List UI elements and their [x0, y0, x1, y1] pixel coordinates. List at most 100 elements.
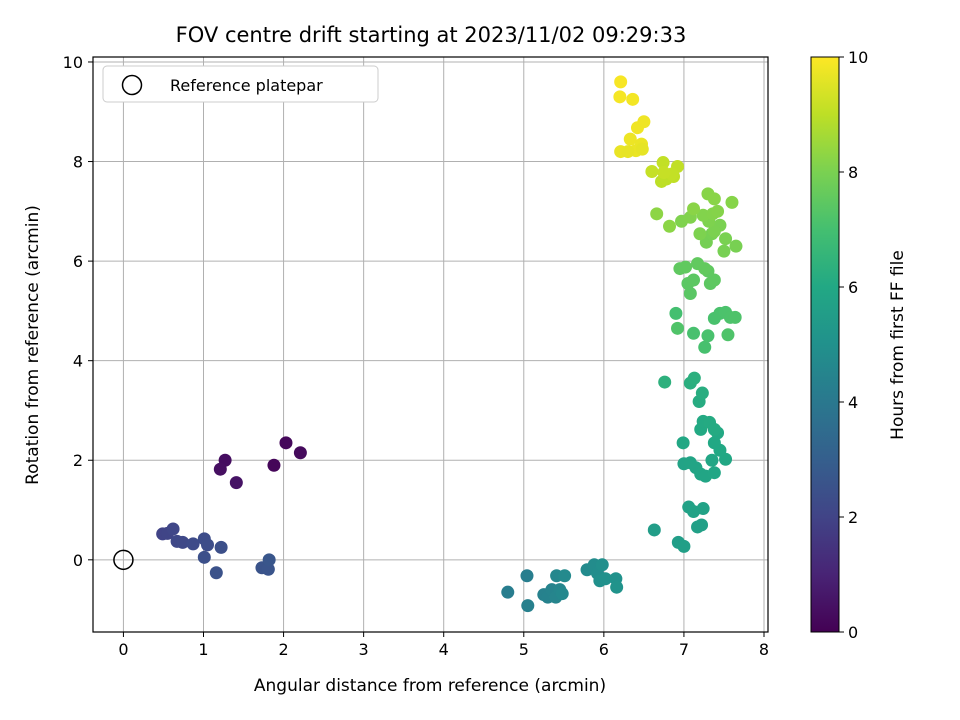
colorbar-tick-label: 4	[848, 393, 858, 412]
colorbar-tick-label: 10	[848, 48, 868, 67]
colorbar-label: Hours from first FF file	[888, 250, 908, 440]
data-point	[635, 142, 649, 156]
data-point	[521, 599, 535, 613]
data-point	[676, 436, 690, 450]
data-point	[687, 371, 701, 385]
reference-platepar-marker	[113, 549, 134, 571]
data-point	[683, 286, 697, 300]
data-point	[267, 458, 281, 472]
data-point	[598, 572, 612, 586]
data-point	[621, 145, 635, 159]
y-tick-label: 6	[73, 252, 83, 271]
x-axis-label: Angular distance from reference (arcmin)	[254, 676, 606, 696]
plot-area-frame	[92, 56, 769, 633]
y-tick-label: 2	[73, 451, 83, 470]
data-point	[176, 535, 190, 549]
data-point	[677, 539, 691, 553]
data-point	[707, 436, 721, 450]
data-point	[687, 273, 701, 287]
legend-label: Reference platepar	[170, 76, 323, 95]
y-tick-label: 0	[73, 551, 83, 570]
data-point	[279, 436, 293, 450]
colorbar-tick-label: 8	[848, 163, 858, 182]
data-point	[595, 558, 609, 572]
data-point	[197, 550, 211, 564]
data-point	[261, 562, 275, 576]
data-point	[729, 239, 743, 253]
colorbar: 0 2 4 6 8 10 Hours from first FF file	[810, 48, 908, 642]
data-point	[637, 115, 651, 129]
x-tick-label: 6	[599, 640, 609, 659]
data-point	[711, 204, 725, 218]
colorbar-tick-label: 0	[848, 623, 858, 642]
y-tick-label: 8	[73, 153, 83, 172]
data-point	[687, 326, 701, 340]
data-point	[696, 502, 710, 516]
x-tick-label: 8	[759, 640, 769, 659]
data-point	[687, 202, 701, 216]
data-point	[501, 585, 515, 599]
data-point	[558, 569, 572, 583]
data-point	[705, 453, 719, 467]
data-point	[262, 553, 276, 567]
data-point	[696, 208, 710, 222]
data-point	[555, 587, 569, 601]
data-point	[626, 92, 640, 106]
chart-title: FOV centre drift starting at 2023/11/02 …	[176, 23, 687, 47]
data-point	[721, 328, 735, 342]
data-point	[707, 273, 721, 287]
x-tick-label: 7	[679, 640, 689, 659]
y-tick-label: 10	[63, 53, 83, 72]
colorbar-ticks: 0 2 4 6 8 10	[839, 48, 868, 642]
y-axis-label: Rotation from reference (arcmin)	[23, 205, 43, 485]
data-point	[698, 262, 712, 276]
data-point	[658, 375, 672, 389]
data-point	[201, 538, 215, 552]
data-point	[213, 462, 227, 476]
data-point	[610, 580, 624, 594]
data-point	[728, 310, 742, 324]
data-point	[698, 340, 712, 354]
x-tick-label: 4	[439, 640, 449, 659]
data-point	[691, 520, 705, 534]
data-point	[719, 232, 733, 246]
data-point	[707, 192, 721, 206]
x-tick-label: 5	[519, 640, 529, 659]
data-point	[650, 207, 664, 221]
data-point	[679, 260, 693, 274]
colorbar-gradient	[810, 56, 840, 633]
data-point	[186, 537, 200, 551]
grid-lines	[93, 57, 768, 632]
data-point	[695, 386, 709, 400]
data-point	[293, 446, 307, 460]
data-point	[725, 195, 739, 209]
x-tick-label: 1	[198, 640, 208, 659]
x-tick-label: 2	[278, 640, 288, 659]
data-point	[520, 569, 534, 583]
scatter-points	[156, 75, 743, 613]
data-point	[707, 466, 721, 480]
x-tick-label: 0	[118, 640, 128, 659]
data-point	[657, 165, 671, 179]
data-point	[166, 522, 180, 536]
data-point	[707, 422, 721, 436]
colorbar-tick-label: 6	[848, 278, 858, 297]
y-axis-ticks: 0 2 4 6 8 10	[63, 53, 93, 570]
x-axis-ticks: 0 1 2 3 4 5 6 7 8	[118, 632, 769, 659]
data-point	[214, 540, 228, 554]
data-point	[645, 165, 659, 179]
legend-box	[102, 65, 379, 103]
data-point	[656, 156, 670, 170]
data-point	[671, 321, 685, 335]
legend: Reference platepar	[102, 65, 379, 103]
data-point	[229, 476, 243, 490]
data-point	[669, 306, 683, 320]
colorbar-tick-label: 2	[848, 508, 858, 527]
legend-reference-marker	[121, 74, 143, 96]
data-point	[614, 75, 628, 89]
y-tick-label: 4	[73, 352, 83, 371]
data-point	[693, 227, 707, 241]
x-tick-label: 3	[359, 640, 369, 659]
data-point	[707, 224, 721, 238]
